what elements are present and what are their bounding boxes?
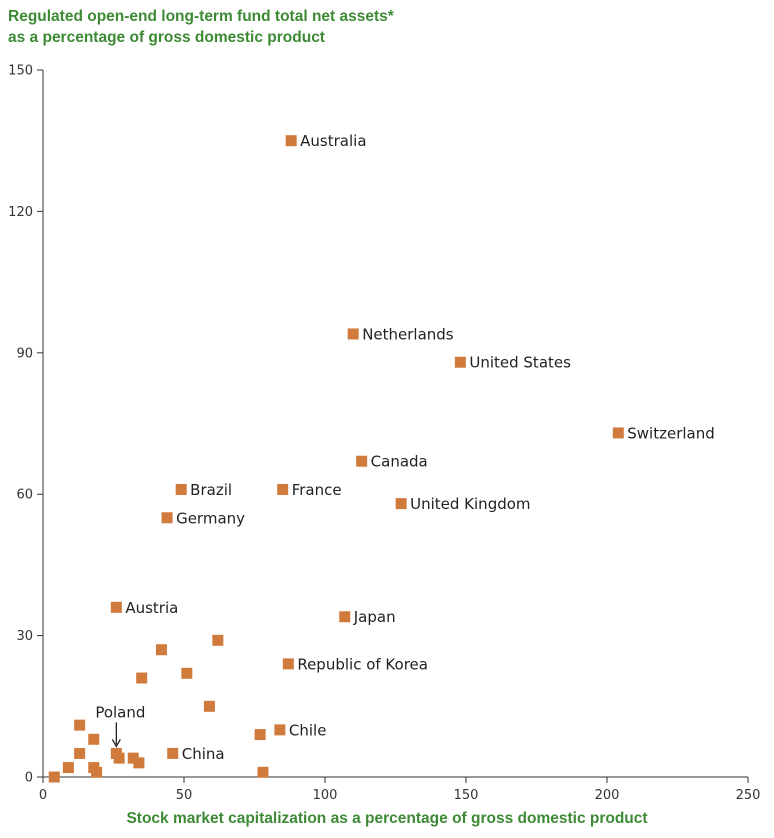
data-point [395, 498, 407, 510]
y-tick-label: 60 [16, 488, 33, 503]
data-point [203, 700, 215, 712]
data-point [62, 762, 74, 774]
data-point [339, 611, 351, 623]
y-tick-label: 30 [16, 629, 33, 644]
data-point [136, 672, 148, 684]
y-axis-title: Regulated open-end long-term fund total … [8, 6, 394, 48]
annotation-label: Poland [95, 703, 145, 721]
data-point-label: Japan [353, 608, 396, 626]
x-axis-title: Stock market capitalization as a percent… [126, 810, 648, 827]
x-tick-label: 150 [454, 788, 479, 803]
x-tick-label: 50 [176, 788, 193, 803]
data-point [277, 483, 289, 495]
data-point [74, 747, 86, 759]
data-point [133, 757, 145, 769]
data-point [110, 601, 122, 613]
data-point [282, 658, 294, 670]
data-point [212, 634, 224, 646]
x-tick-label: 200 [595, 788, 620, 803]
data-point-label: Switzerland [627, 424, 715, 442]
data-point [161, 512, 173, 524]
data-point-label: Republic of Korea [297, 655, 428, 673]
x-tick-label: 0 [39, 788, 47, 803]
data-point [612, 427, 624, 439]
data-point-label: Germany [176, 509, 245, 527]
data-point-label: Australia [300, 132, 366, 150]
data-point [356, 455, 368, 467]
data-point [175, 483, 187, 495]
y-axis-title-line2: as a percentage of gross domestic produc… [8, 29, 325, 46]
x-tick-label: 250 [736, 788, 761, 803]
data-point-label: Brazil [190, 481, 232, 499]
data-point [113, 752, 125, 764]
data-point [88, 733, 100, 745]
data-point-label: Netherlands [362, 325, 454, 343]
data-point [127, 752, 139, 764]
data-point-label: Canada [371, 453, 428, 471]
data-point [274, 724, 286, 736]
data-point [454, 356, 466, 368]
data-point-label: France [292, 481, 342, 499]
data-point [155, 644, 167, 656]
data-point [254, 729, 266, 741]
y-tick-label: 0 [25, 771, 33, 786]
data-point-label: United States [469, 354, 571, 372]
data-point [74, 719, 86, 731]
data-point [347, 328, 359, 340]
data-point-label: United Kingdom [410, 495, 530, 513]
data-point-label: China [182, 745, 225, 763]
data-point [48, 771, 60, 783]
annotation-arrow-head [111, 739, 121, 748]
plot-area: 0 30 60 90 120 150 0 50 100 150 200 250 Australia Net… [8, 64, 760, 804]
data-point [181, 667, 193, 679]
data-point [285, 135, 297, 147]
data-point-label: Chile [289, 721, 327, 739]
y-tick-label: 90 [16, 346, 33, 361]
data-point [167, 747, 179, 759]
data-point [257, 766, 269, 778]
x-tick-label: 100 [313, 788, 338, 803]
data-point-label: Austria [125, 599, 178, 617]
y-axis-title-line1: Regulated open-end long-term fund total … [8, 8, 394, 25]
y-tick-label: 120 [8, 205, 33, 220]
y-tick-label: 150 [8, 64, 33, 79]
data-point [91, 766, 103, 778]
